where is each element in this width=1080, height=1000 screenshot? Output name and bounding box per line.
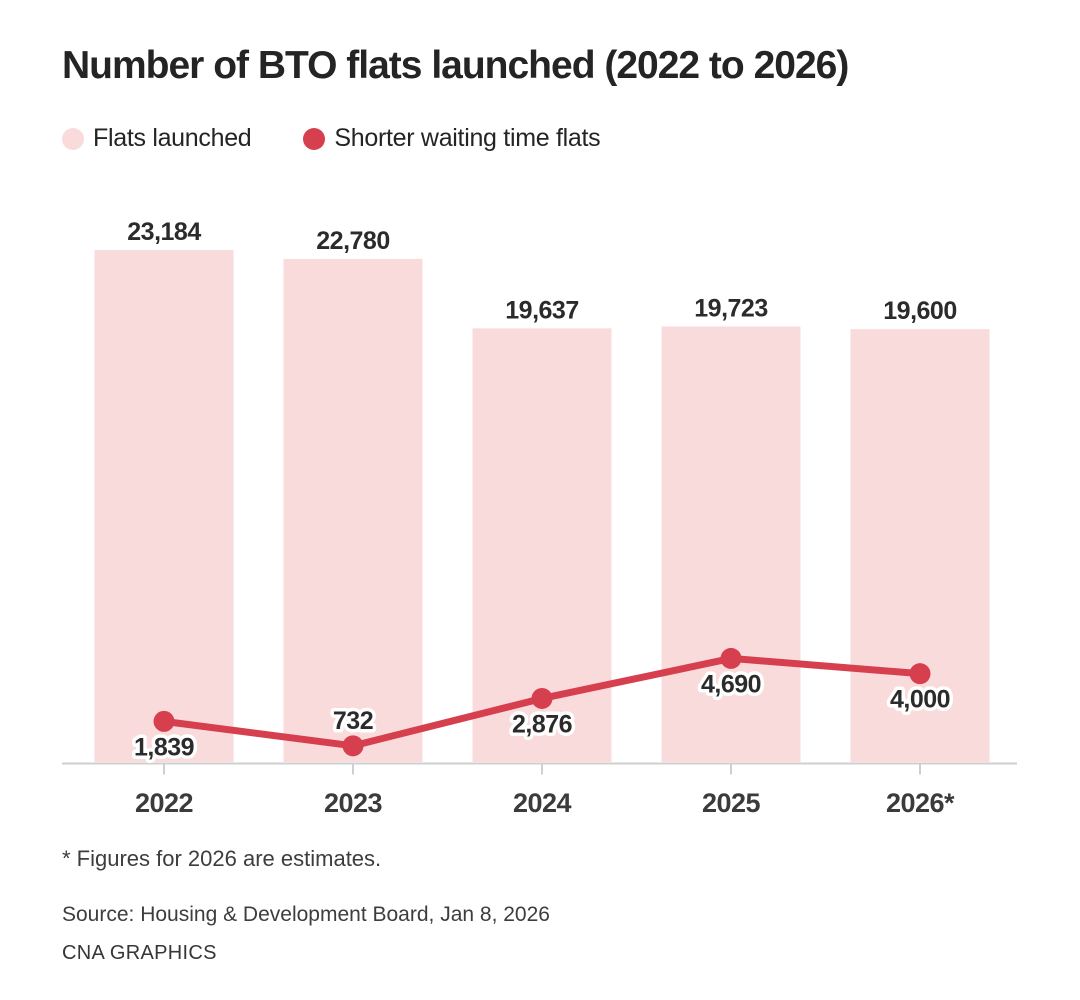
x-tick-label-2023: 2023: [324, 788, 383, 818]
line-point-2024: [531, 687, 553, 709]
bar-2025: [661, 326, 801, 762]
line-point-2022: [153, 710, 175, 732]
footnote: * Figures for 2026 are estimates.: [62, 846, 382, 871]
bar-2023: [283, 258, 423, 762]
source-line: Source: Housing & Development Board, Jan…: [62, 903, 550, 926]
legend-label-flats-launched: Flats launched: [93, 124, 252, 152]
x-tick-label-2026*: 2026*: [886, 788, 955, 818]
line-value-label-2024: 2,876: [512, 710, 572, 738]
line-value-label-2022: 1,839: [134, 733, 194, 761]
bar-value-label-2022: 23,184: [127, 218, 201, 246]
legend-item-flats-launched: Flats launched: [62, 124, 252, 153]
bar-value-label-2026*: 19,600: [883, 297, 956, 325]
legend-swatch-red-icon: [303, 127, 326, 150]
line-value-label-2023: 732: [333, 707, 373, 735]
legend: Flats launched Shorter waiting time flat…: [62, 124, 601, 153]
line-point-2026*: [909, 663, 931, 685]
bar-2026*: [850, 329, 990, 762]
bar-value-label-2024: 19,637: [505, 296, 578, 324]
line-value-label-2026*: 4,000: [890, 686, 950, 714]
bar-value-label-2025: 19,723: [694, 294, 767, 322]
x-tick-label-2025: 2025: [702, 788, 761, 818]
line-point-2025: [720, 647, 742, 669]
x-tick-label-2022: 2022: [135, 788, 193, 818]
line-value-label-2025: 4,690: [701, 670, 761, 698]
line-point-2023: [342, 735, 364, 757]
legend-item-shorter-waiting: Shorter waiting time flats: [303, 124, 601, 153]
bar-2022: [94, 250, 234, 762]
chart-title: Number of BTO flats launched (2022 to 20…: [62, 44, 849, 87]
bar-value-label-2023: 22,780: [316, 227, 389, 255]
x-tick-label-2024: 2024: [513, 788, 572, 818]
credit-line: CNA GRAPHICS: [62, 942, 217, 964]
legend-swatch-pink-icon: [62, 127, 84, 150]
legend-label-shorter-waiting: Shorter waiting time flats: [334, 124, 601, 152]
